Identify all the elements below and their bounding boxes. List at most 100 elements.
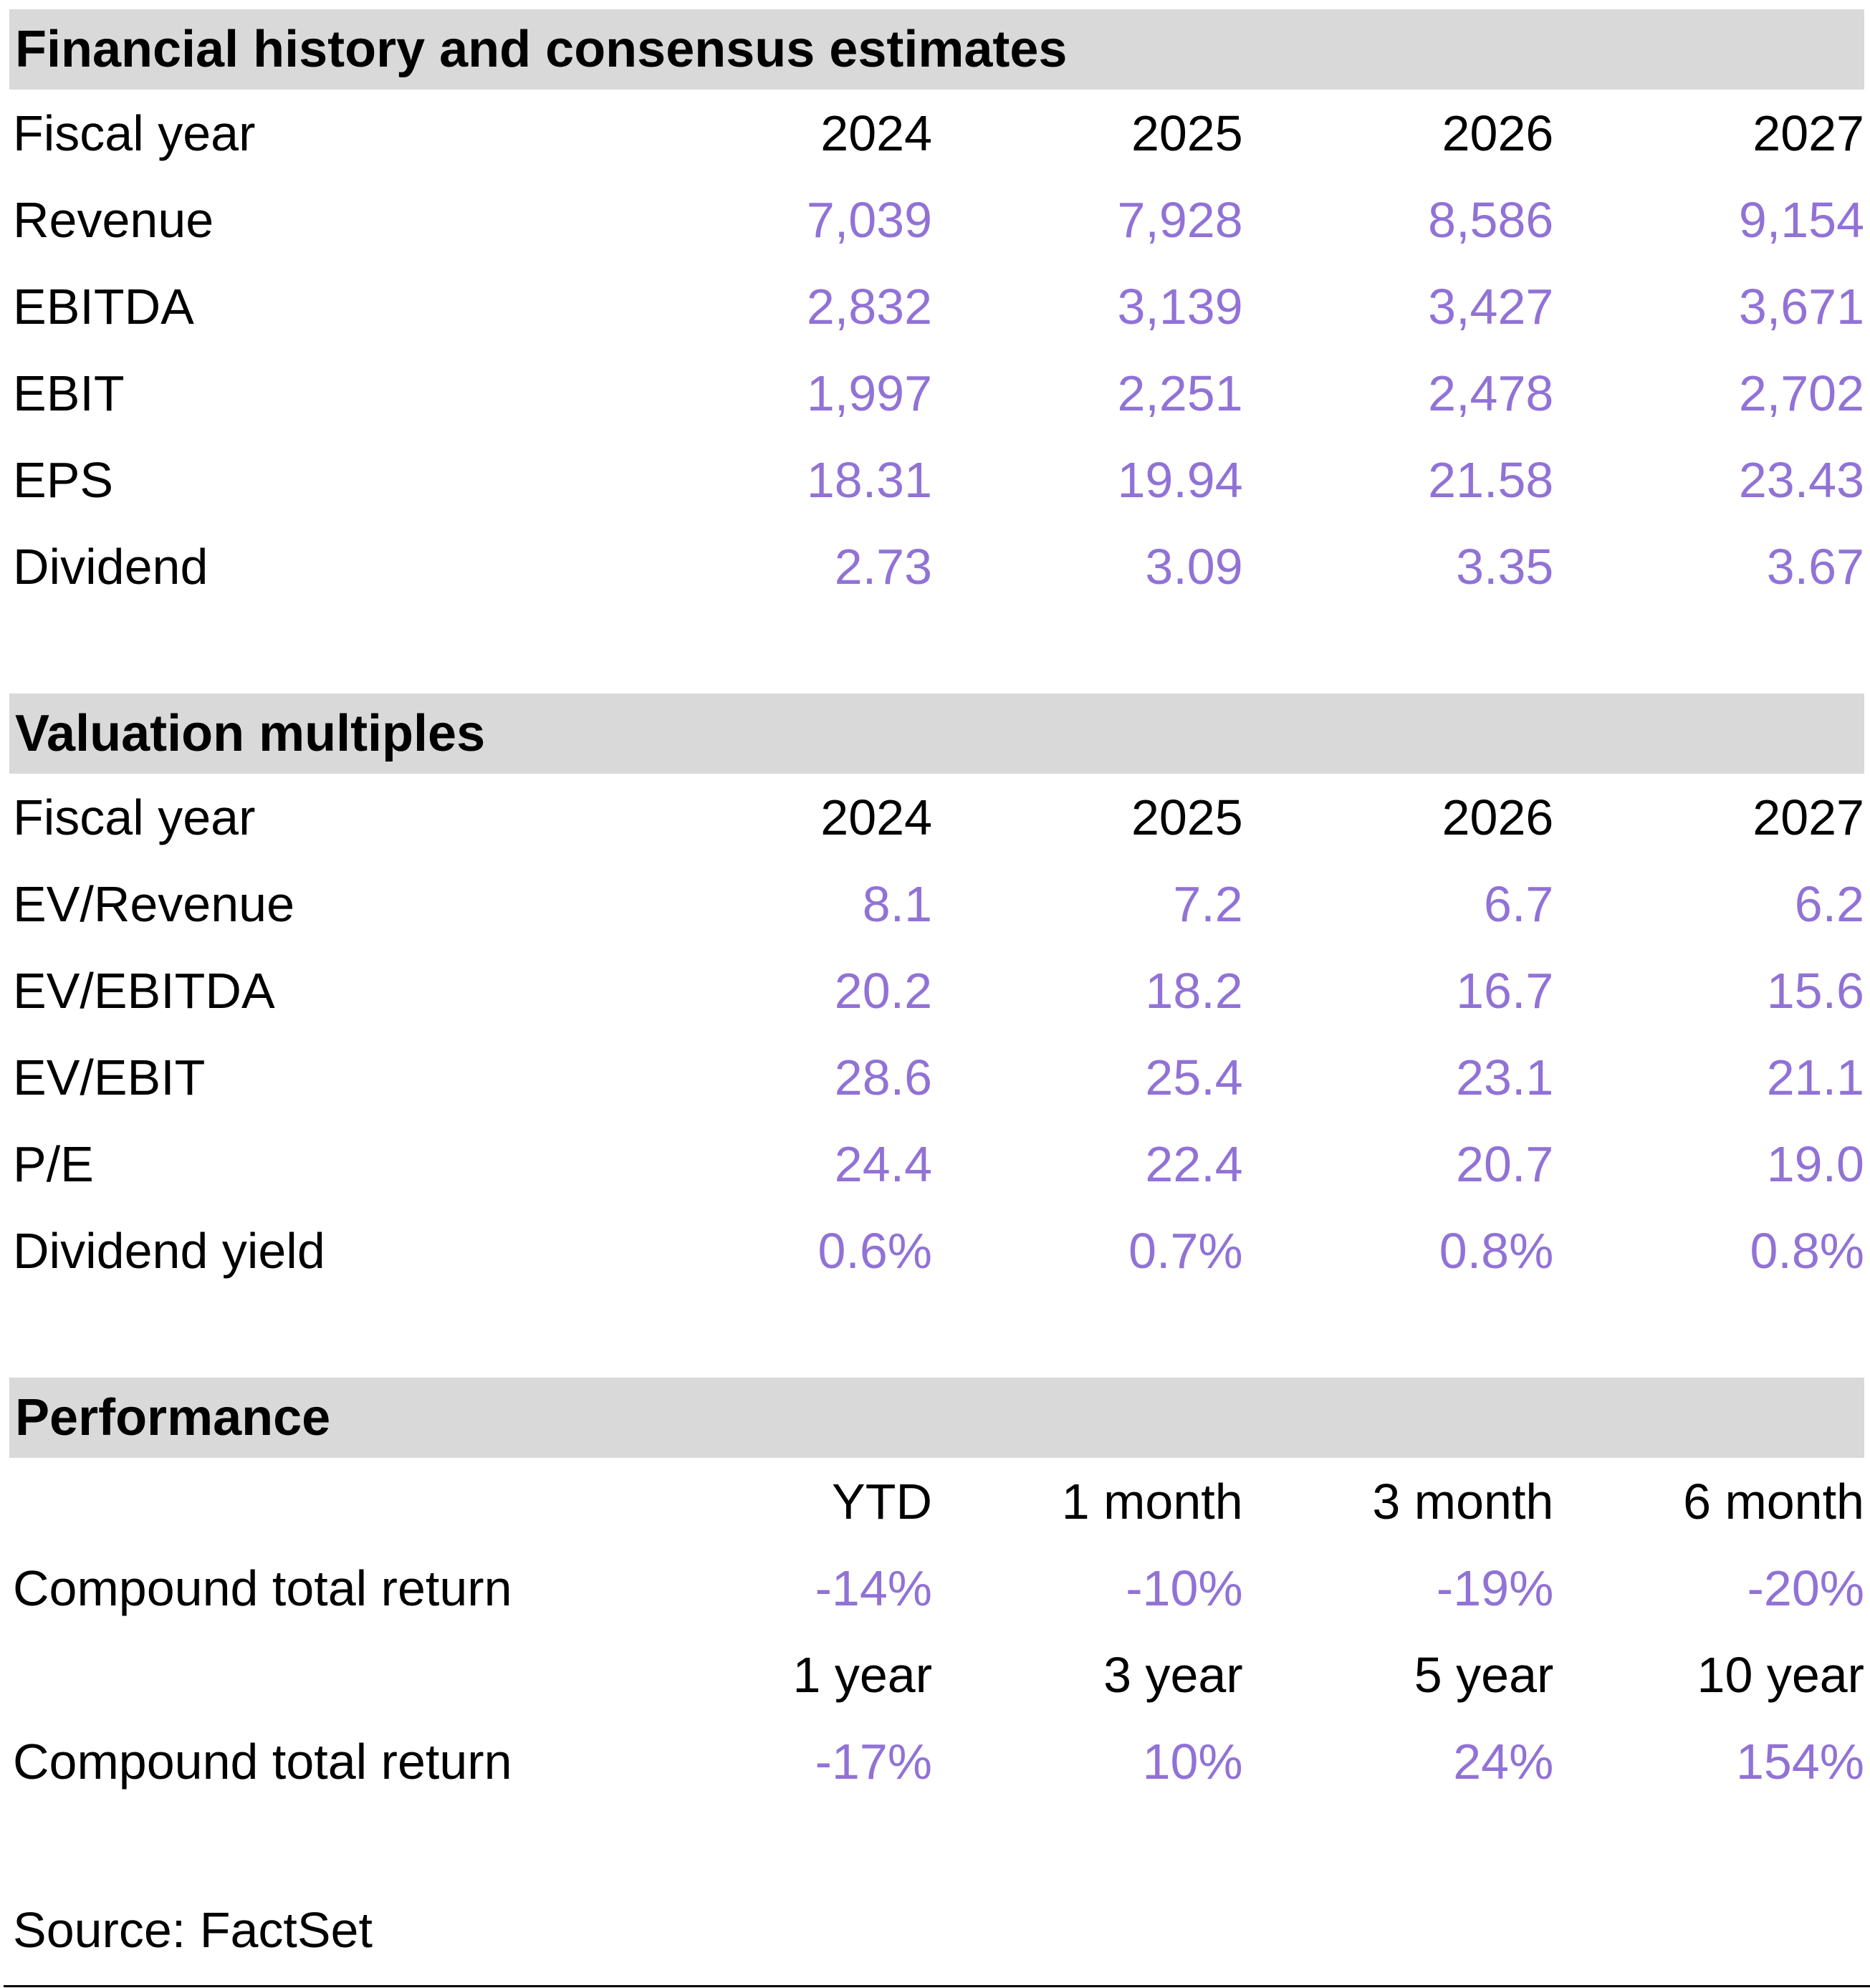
cell-value: 18.2 [1145,962,1243,1019]
cell-value: 16.7 [1456,962,1554,1019]
cell-value: 2,251 [1117,365,1243,421]
cell-value: 22.4 [1145,1135,1243,1192]
source-attribution: Source: FactSet [13,1902,373,1958]
period-column-header: 10 year [1697,1646,1864,1703]
cell-value: -19% [1436,1560,1554,1616]
period-column-header: 3 month [1372,1473,1554,1530]
cell-value: 23.43 [1738,451,1864,508]
row-label: EV/EBITDA [13,962,275,1019]
table-row-ev-ebitda: EV/EBITDA 20.2 18.2 16.7 15.6 [9,947,1864,1034]
period-header-row: YTD 1 month 3 month 6 month [9,1458,1864,1545]
cell-value: 3.67 [1766,538,1864,595]
section-title: Valuation multiples [15,705,486,762]
cell-value: 20.2 [834,962,933,1019]
cell-value: 9,154 [1738,191,1864,248]
cell-value: 3,139 [1117,278,1243,335]
section-header-financial-history: Financial history and consensus estimate… [9,9,1864,90]
empty-cell [9,1458,621,1545]
row-label: EV/Revenue [13,875,295,932]
cell-value: 18.31 [806,451,933,508]
cell-value: 25.4 [1145,1049,1243,1105]
cell-value: 0.7% [1128,1222,1243,1279]
cell-value: 0.6% [817,1222,933,1279]
period-column-header: 1 month [1061,1473,1243,1530]
row-label: EPS [13,451,114,508]
table-row-ebitda: EBITDA 2,832 3,139 3,427 3,671 [9,263,1864,350]
period-column-header: 6 month [1683,1473,1864,1530]
cell-value: 6.7 [1484,875,1554,932]
section-title: Financial history and consensus estimate… [15,21,1068,78]
cell-value: 24.4 [834,1135,933,1192]
row-label: P/E [13,1135,94,1192]
year-column-header: 2024 [820,105,933,161]
cell-value: 2,702 [1738,365,1864,421]
cell-value: -14% [815,1560,933,1616]
table-row-ev-ebit: EV/EBIT 28.6 25.4 23.1 21.1 [9,1034,1864,1120]
valuation-multiples-table: Fiscal year 2024 2025 2026 2027 EV/Reven… [9,774,1864,1294]
row-label: Dividend yield [13,1222,325,1279]
row-label: Compound total return [13,1560,512,1616]
performance-table: YTD 1 month 3 month 6 month Compound tot… [9,1458,1864,1805]
year-column-header: 2027 [1752,789,1864,845]
cell-value: 3.35 [1456,538,1554,595]
period-column-header: YTD [832,1473,933,1530]
cell-value: 8,586 [1428,191,1554,248]
table-row-ev-revenue: EV/Revenue 8.1 7.2 6.7 6.2 [9,860,1864,947]
table-row-ebit: EBIT 1,997 2,251 2,478 2,702 [9,350,1864,436]
year-column-header: 2027 [1752,105,1864,161]
period-column-header: 3 year [1103,1646,1243,1703]
section-header-valuation-multiples: Valuation multiples [9,693,1864,774]
cell-value: 19.0 [1766,1135,1864,1192]
table-row-compound-total-return-short: Compound total return -14% -10% -19% -20… [9,1545,1864,1631]
cell-value: 3.09 [1145,538,1243,595]
cell-value: 10% [1142,1733,1243,1790]
cell-value: -17% [815,1733,933,1790]
cell-value: 15.6 [1766,962,1864,1019]
table-row-eps: EPS 18.31 19.94 21.58 23.43 [9,436,1864,523]
cell-value: 1,997 [806,365,933,421]
table-row-dividend: Dividend 2.73 3.09 3.35 3.67 [9,523,1864,610]
cell-value: 20.7 [1456,1135,1554,1192]
cell-value: 0.8% [1439,1222,1554,1279]
section-title: Performance [15,1389,331,1446]
bottom-divider [4,1985,1870,1987]
row-label: Dividend [13,538,208,595]
table-row-compound-total-return-long: Compound total return -17% 10% 24% 154% [9,1718,1864,1805]
cell-value: 2,478 [1428,365,1554,421]
year-column-header: 2025 [1131,105,1243,161]
period-header-row: 1 year 3 year 5 year 10 year [9,1631,1864,1718]
financial-history-table: Fiscal year 2024 2025 2026 2027 Revenue … [9,90,1864,610]
year-column-header: 2024 [820,789,933,845]
cell-value: 7,928 [1117,191,1243,248]
cell-value: 2.73 [834,538,933,595]
cell-value: 19.94 [1117,451,1243,508]
year-column-header: 2026 [1442,789,1554,845]
cell-value: 28.6 [834,1049,933,1105]
table-header-row: Fiscal year 2024 2025 2026 2027 [9,774,1864,860]
cell-value: 2,832 [806,278,933,335]
year-column-header: 2026 [1442,105,1554,161]
cell-value: 7,039 [806,191,933,248]
cell-value: 24% [1453,1733,1554,1790]
row-label: EV/EBIT [13,1049,206,1105]
table-row-pe: P/E 24.4 22.4 20.7 19.0 [9,1120,1864,1207]
section-header-performance: Performance [9,1378,1864,1458]
cell-value: 3,427 [1428,278,1554,335]
cell-value: 7.2 [1173,875,1243,932]
cell-value: 6.2 [1794,875,1864,932]
row-header-label: Fiscal year [13,105,256,161]
row-label: Compound total return [13,1733,512,1790]
table-row-dividend-yield: Dividend yield 0.6% 0.7% 0.8% 0.8% [9,1207,1864,1294]
empty-cell [9,1631,621,1718]
period-column-header: 5 year [1414,1646,1554,1703]
table-row-revenue: Revenue 7,039 7,928 8,586 9,154 [9,176,1864,263]
cell-value: 0.8% [1750,1222,1864,1279]
cell-value: 8.1 [862,875,933,932]
period-column-header: 1 year [792,1646,933,1703]
table-header-row: Fiscal year 2024 2025 2026 2027 [9,90,1864,176]
row-label: EBITDA [13,278,194,335]
cell-value: 3,671 [1738,278,1864,335]
cell-value: -20% [1747,1560,1864,1616]
year-column-header: 2025 [1131,789,1243,845]
